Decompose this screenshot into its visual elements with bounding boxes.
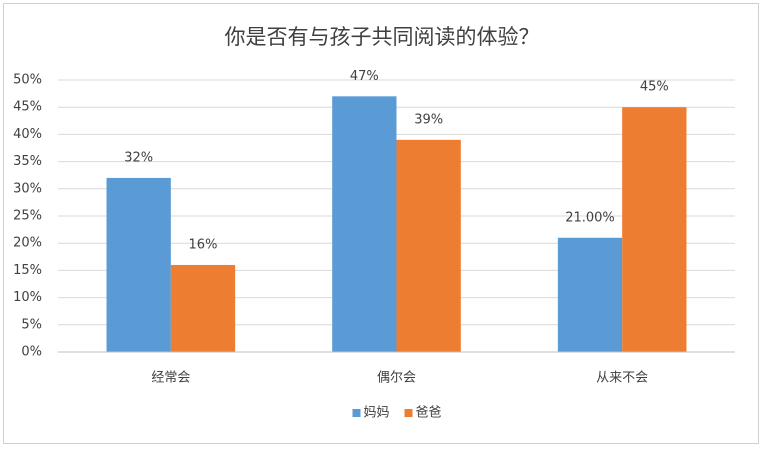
- x-tick-label: 从来不会: [596, 371, 648, 386]
- y-tick-label: 45%: [13, 100, 42, 115]
- legend-label: 爸爸: [416, 406, 442, 421]
- legend-swatch: [404, 409, 413, 417]
- value-label: 47%: [350, 69, 379, 84]
- bar: [106, 177, 171, 352]
- y-tick-label: 25%: [13, 209, 42, 224]
- x-tick-label: 经常会: [151, 371, 190, 386]
- legend-label: 妈妈: [364, 406, 390, 421]
- y-tick-label: 50%: [13, 73, 42, 88]
- value-label: 21.00%: [565, 210, 615, 225]
- bar: [622, 107, 687, 352]
- bar: [332, 96, 397, 352]
- y-tick-label: 10%: [13, 290, 42, 305]
- chart-title: 你是否有与孩子共同阅读的体验？: [225, 25, 540, 49]
- y-tick-label: 30%: [13, 181, 42, 196]
- value-label: 39%: [414, 112, 443, 127]
- y-tick-label: 20%: [13, 236, 42, 251]
- y-tick-label: 0%: [21, 345, 42, 360]
- x-tick-label: 偶尔会: [377, 371, 416, 386]
- bar: [170, 264, 236, 352]
- y-tick-label: 15%: [13, 263, 42, 278]
- bar: [396, 139, 461, 352]
- y-tick-label: 40%: [13, 127, 42, 142]
- value-label: 32%: [124, 150, 153, 165]
- y-tick-label: 35%: [13, 154, 42, 169]
- bar: [557, 237, 623, 352]
- value-label: 16%: [189, 237, 218, 252]
- value-label: 45%: [640, 80, 669, 95]
- legend-swatch: [352, 409, 361, 417]
- y-tick-label: 5%: [21, 317, 42, 332]
